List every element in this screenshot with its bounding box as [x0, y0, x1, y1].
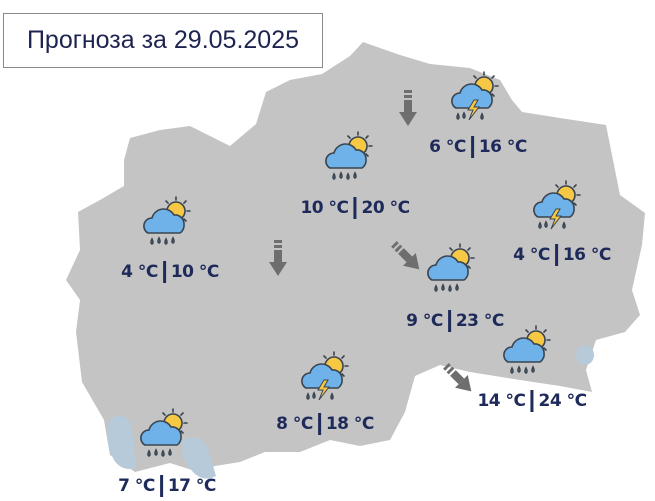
max-temp: 23 °C	[455, 311, 505, 331]
min-temp: 9 °C	[406, 311, 443, 331]
rain-sun-icon	[422, 240, 482, 300]
max-temp: 16 °C	[478, 137, 528, 157]
min-temp: 6 °C	[429, 137, 466, 157]
temperature-label: 9 °C 23 °C	[406, 310, 504, 332]
max-temp: 10 °C	[170, 262, 220, 282]
min-temp: 4 °C	[513, 245, 550, 265]
max-temp: 16 °C	[562, 245, 612, 265]
divider	[162, 261, 166, 283]
divider	[159, 475, 163, 497]
lake-prespa	[181, 437, 216, 479]
lake-dojran	[576, 345, 594, 365]
temperature-label: 7 °C 17 °C	[118, 475, 216, 497]
rain-sun-icon	[320, 128, 380, 188]
rain-sun-icon	[498, 322, 558, 382]
max-temp: 17 °C	[167, 476, 217, 496]
title-text: Прогноза за 29.05.2025	[26, 26, 300, 54]
min-temp: 8 °C	[276, 414, 313, 434]
rain-sun-icon	[138, 193, 198, 253]
temperature-label: 14 °C 24 °C	[477, 390, 588, 412]
wind-arrow-south-icon	[268, 240, 288, 280]
forecast-title: Прогноза за 29.05.2025	[3, 13, 323, 68]
min-temp: 4 °C	[121, 262, 158, 282]
divider	[530, 390, 534, 412]
thunderstorm-rain-sun-icon	[296, 348, 356, 408]
max-temp: 20 °C	[361, 198, 411, 218]
max-temp: 24 °C	[538, 391, 588, 411]
min-temp: 14 °C	[477, 391, 526, 411]
divider	[554, 244, 558, 266]
thunderstorm-rain-sun-icon	[528, 177, 588, 237]
min-temp: 7 °C	[118, 476, 155, 496]
temperature-label: 4 °C 10 °C	[121, 261, 219, 283]
rain-sun-icon	[135, 405, 195, 465]
max-temp: 18 °C	[325, 414, 375, 434]
thunderstorm-rain-sun-icon	[446, 68, 506, 128]
temperature-label: 4 °C 16 °C	[513, 244, 611, 266]
wind-arrow-south-icon	[398, 90, 418, 130]
divider	[317, 413, 321, 435]
lake-ohrid	[107, 415, 136, 469]
divider	[447, 310, 451, 332]
divider	[353, 197, 357, 219]
divider	[470, 136, 474, 158]
temperature-label: 10 °C 20 °C	[300, 197, 411, 219]
temperature-label: 8 °C 18 °C	[276, 413, 374, 435]
min-temp: 10 °C	[300, 198, 349, 218]
land-area	[66, 42, 645, 472]
temperature-label: 6 °C 16 °C	[429, 136, 527, 158]
